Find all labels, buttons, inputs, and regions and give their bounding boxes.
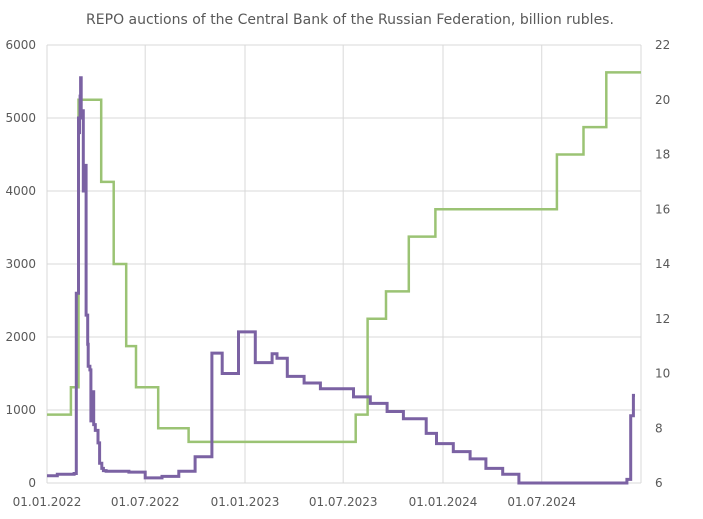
x-tick-label: 01.01.2024 [409,495,478,509]
y-right-tick-label: 22 [655,38,670,52]
y-right-tick-label: 18 [655,148,670,162]
repo-series-line [47,76,635,485]
x-tick-label: 01.07.2022 [111,495,180,509]
y-right-tick-label: 14 [655,257,670,271]
x-tick-label: 01.07.2024 [507,495,576,509]
y-left-tick-label: 2000 [5,330,36,344]
rate-series-line [47,71,641,444]
axis-labels: 0 1000 2000 3000 4000 5000 6000 6 8 10 12 14 16 18 20 2… [5,38,670,509]
y-left-tick-label: 1000 [5,403,36,417]
y-left-tick-label: 0 [28,476,36,490]
chart-title: REPO auctions of the Central Bank of the… [86,12,614,28]
x-tick-label: 01.01.2023 [211,495,280,509]
y-right-tick-label: 12 [655,312,670,326]
y-left-tick-label: 3000 [5,257,36,271]
y-right-tick-label: 6 [655,476,663,490]
y-left-tick-label: 4000 [5,184,36,198]
series-lines [47,71,641,485]
y-right-tick-label: 10 [655,367,670,381]
x-tick-label: 01.07.2023 [309,495,378,509]
y-right-tick-label: 20 [655,93,670,107]
y-left-tick-label: 5000 [5,111,36,125]
y-left-tick-label: 6000 [5,38,36,52]
y-right-tick-label: 16 [655,202,670,216]
gridlines [46,44,642,484]
x-tick-label: 01.01.2022 [13,495,82,509]
y-right-tick-label: 8 [655,421,663,435]
